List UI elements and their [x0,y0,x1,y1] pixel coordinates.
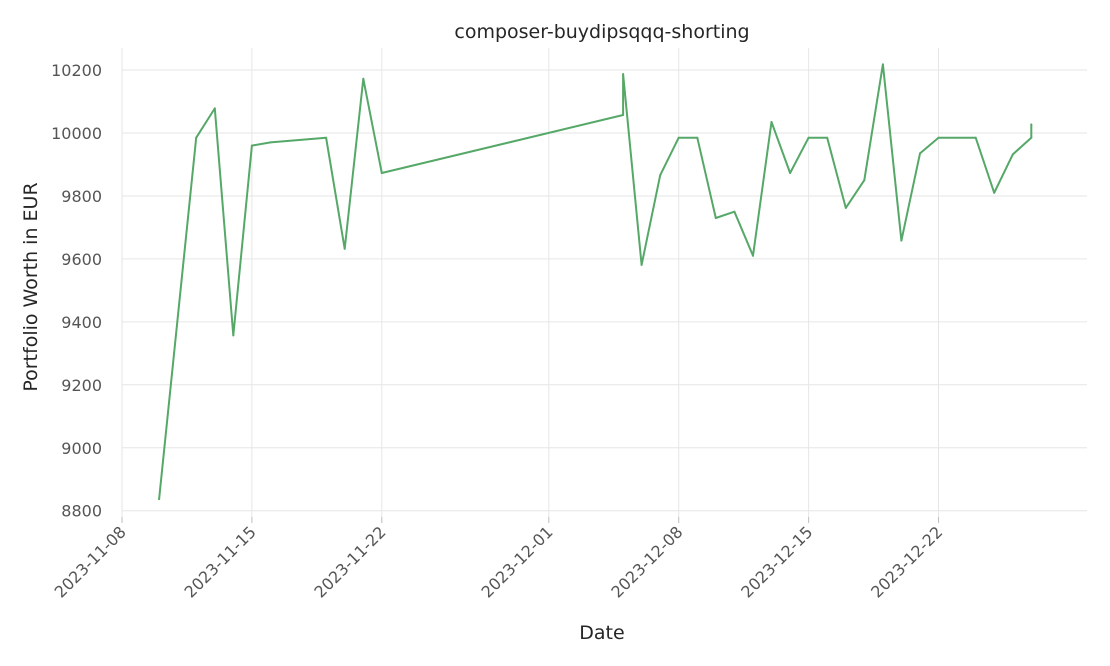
data-point [659,174,662,177]
data-point [789,172,792,174]
y-axis-title: Portfolio Worth in EUR [20,182,42,391]
data-point [900,239,903,242]
data-point [844,206,847,209]
data-point [863,179,866,182]
data-point [325,136,328,139]
series-line [158,63,1033,501]
data-point [640,263,643,266]
data-point [1030,123,1033,126]
y-tick-label: 10200 [51,61,102,80]
data-point [752,254,754,257]
data-point [770,121,773,123]
data-point [919,152,921,155]
y-tick-label: 10000 [51,124,102,143]
y-tick-label: 9200 [61,376,102,395]
data-point [622,114,625,116]
data-point [993,191,996,194]
x-axis-title: Date [579,622,624,644]
data-point [213,107,216,110]
data-point [677,136,680,139]
series-layer [158,63,1033,501]
x-tick-label: 2023-11-15 [181,522,260,601]
y-tick-label: 9600 [61,250,102,269]
data-point [380,172,383,174]
grid-layer [121,48,1087,517]
data-point [1030,136,1033,139]
x-tick-label: 2023-11-08 [51,522,130,601]
x-tick-label: 2023-11-22 [310,522,389,601]
data-point [714,217,717,219]
data-point [1011,153,1014,156]
data-point [881,63,884,66]
y-tick-label: 9000 [61,439,102,458]
data-point [733,210,736,213]
data-point [195,136,198,139]
data-point [807,136,810,139]
data-point [269,141,272,144]
tick-layer: 8800 9000 9200 9400 9600 9800 10000 10200 2023-1… [51,61,947,602]
data-point [362,77,365,80]
data-point [937,136,940,139]
y-tick-label: 8800 [61,502,102,521]
x-tick-label: 2023-12-22 [867,522,946,601]
y-tick-label: 9400 [61,313,102,332]
x-tick-label: 2023-12-08 [607,522,686,601]
data-point [158,498,161,501]
data-point [826,136,829,139]
data-point [696,136,699,139]
data-point [250,144,253,147]
data-point [232,334,235,337]
data-point [974,136,977,139]
y-tick-label: 9800 [61,187,102,206]
chart-title: composer-buydipsqqq-shorting [454,21,749,43]
x-tick-label: 2023-12-01 [477,522,556,601]
data-point [622,73,625,76]
x-tick-label: 2023-12-15 [737,522,816,601]
data-point [343,247,346,250]
